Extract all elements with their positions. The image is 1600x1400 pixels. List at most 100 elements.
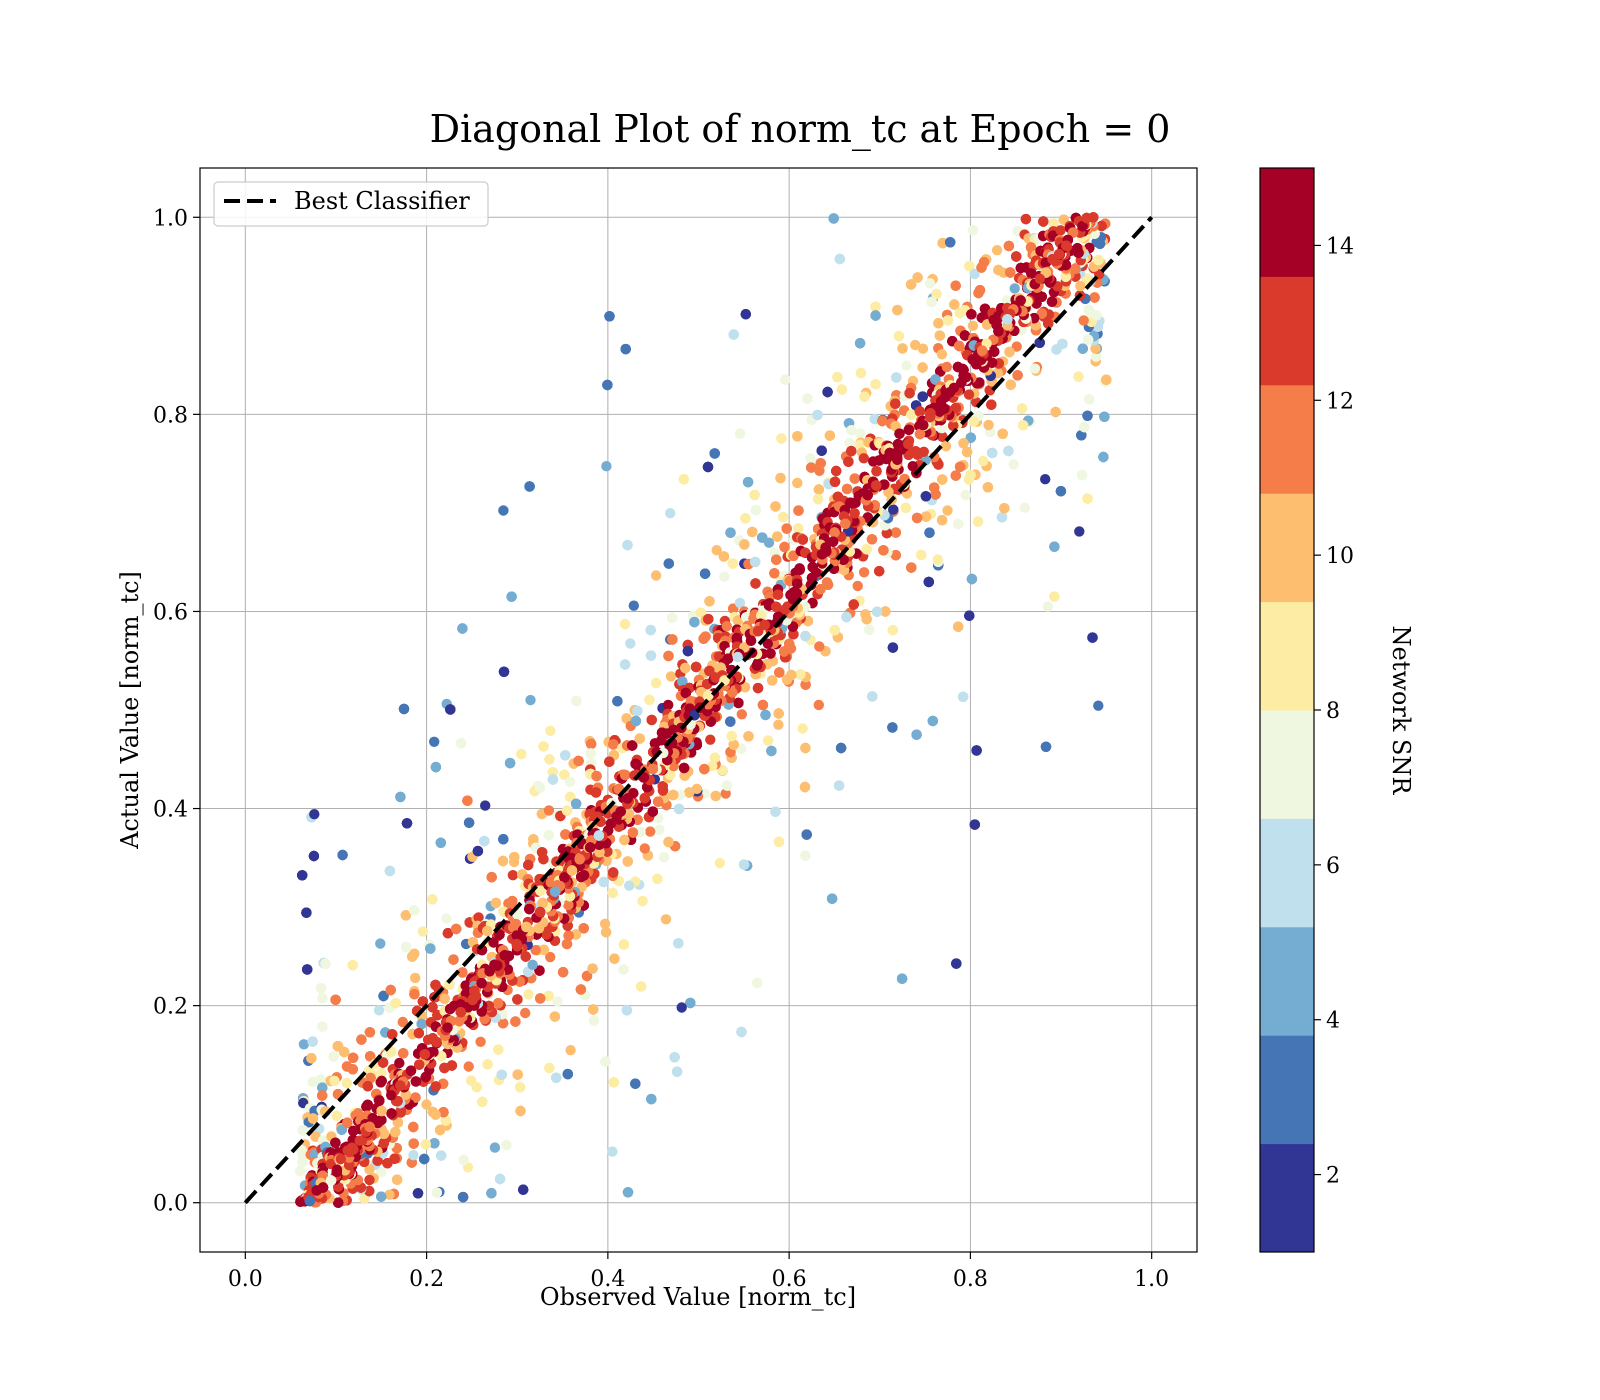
scatter-point — [824, 430, 836, 441]
scatter-point — [297, 870, 308, 881]
scatter-point — [298, 1125, 309, 1136]
scatter-point — [950, 470, 961, 481]
scatter-point — [762, 735, 774, 746]
scatter-point — [390, 1126, 401, 1138]
scatter-point — [800, 679, 811, 690]
scatter-point — [408, 1150, 419, 1161]
scatter-point — [347, 1064, 358, 1075]
scatter-point — [520, 1007, 531, 1019]
scatter-point — [920, 491, 932, 502]
scatter-point — [1075, 280, 1086, 292]
scatter-point — [1093, 254, 1104, 266]
scatter-point — [728, 739, 739, 750]
scatter-point — [936, 349, 948, 360]
scatter-point — [1029, 363, 1041, 374]
scatter-point — [479, 835, 490, 847]
scatter-point — [854, 439, 866, 450]
scatter-point — [667, 612, 678, 623]
scatter-point — [562, 1068, 573, 1080]
scatter-point — [608, 1077, 619, 1088]
scatter-point — [317, 1090, 328, 1101]
scatter-point — [382, 1158, 393, 1169]
scatter-point — [1079, 421, 1090, 433]
scatter-point — [978, 455, 989, 467]
scatter-point — [359, 1193, 370, 1204]
scatter-point — [911, 512, 923, 524]
scatter-point — [773, 836, 785, 847]
scatter-point — [779, 541, 790, 553]
scatter-point — [1055, 225, 1066, 236]
scatter-point — [307, 1036, 318, 1047]
scatter-point — [547, 774, 559, 785]
scatter-point — [893, 330, 905, 342]
scatter-point — [1009, 283, 1020, 294]
scatter-point — [957, 691, 969, 702]
scatter-point — [525, 694, 536, 706]
scatter-point — [331, 1110, 342, 1122]
scatter-point — [1090, 351, 1102, 362]
scatter-point — [738, 859, 750, 870]
scatter-point — [602, 379, 613, 391]
scatter-point — [793, 523, 804, 534]
scatter-point — [775, 472, 786, 484]
scatter-point — [586, 738, 597, 750]
scatter-point — [373, 1005, 385, 1016]
scatter-point — [375, 938, 386, 949]
scatter-point — [391, 1174, 403, 1185]
scatter-point — [1055, 486, 1067, 497]
scatter-point — [834, 253, 845, 265]
scatter-point — [969, 268, 980, 280]
scatter-point — [703, 613, 714, 625]
scatter-point — [654, 824, 665, 835]
scatter-point — [858, 567, 870, 578]
scatter-point — [341, 1078, 353, 1089]
scatter-point — [760, 709, 771, 721]
scatter-point — [612, 696, 623, 707]
scatter-point — [826, 893, 838, 904]
scatter-point — [297, 1148, 308, 1160]
scatter-point — [747, 526, 758, 538]
scatter-point — [924, 278, 936, 289]
scatter-point — [425, 943, 436, 954]
scatter-point — [534, 965, 545, 976]
scatter-point — [934, 330, 945, 341]
scatter-point — [961, 446, 973, 458]
scatter-point — [1038, 216, 1049, 227]
scatter-point — [559, 769, 570, 780]
scatter-point — [870, 301, 881, 312]
scatter-point — [645, 624, 656, 636]
scatter-point — [966, 309, 977, 320]
scatter-point — [375, 1077, 386, 1088]
scatter-point — [518, 1184, 529, 1195]
scatter-point — [463, 817, 475, 828]
scatter-point — [767, 675, 778, 686]
scatter-point — [739, 539, 750, 550]
scatter-point — [302, 964, 313, 975]
scatter-point — [561, 938, 573, 950]
scatter-point — [607, 1146, 618, 1157]
scatter-point — [315, 983, 327, 994]
scatter-point — [815, 584, 826, 595]
scatter-point — [844, 437, 855, 449]
scatter-point — [386, 1108, 397, 1119]
scatter-point — [506, 591, 517, 602]
scatter-point — [937, 237, 948, 249]
scatter-point — [440, 1115, 452, 1126]
scatter-point — [852, 580, 863, 592]
scatter-point — [307, 1076, 318, 1088]
scatter-point — [663, 650, 674, 662]
scatter-point — [858, 453, 869, 464]
scatter-point — [813, 484, 825, 495]
scatter-point — [937, 474, 948, 485]
scatter-point — [547, 767, 559, 778]
scatter-point — [408, 1138, 419, 1149]
scatter-point — [800, 850, 811, 861]
scatter-point — [490, 897, 502, 909]
scatter-point — [766, 745, 777, 757]
scatter-point — [394, 1057, 405, 1069]
scatter-point — [652, 873, 663, 884]
scatter-point — [575, 871, 587, 883]
scatter-point — [673, 803, 685, 815]
scatter-point — [814, 641, 825, 652]
scatter-point — [645, 650, 657, 661]
